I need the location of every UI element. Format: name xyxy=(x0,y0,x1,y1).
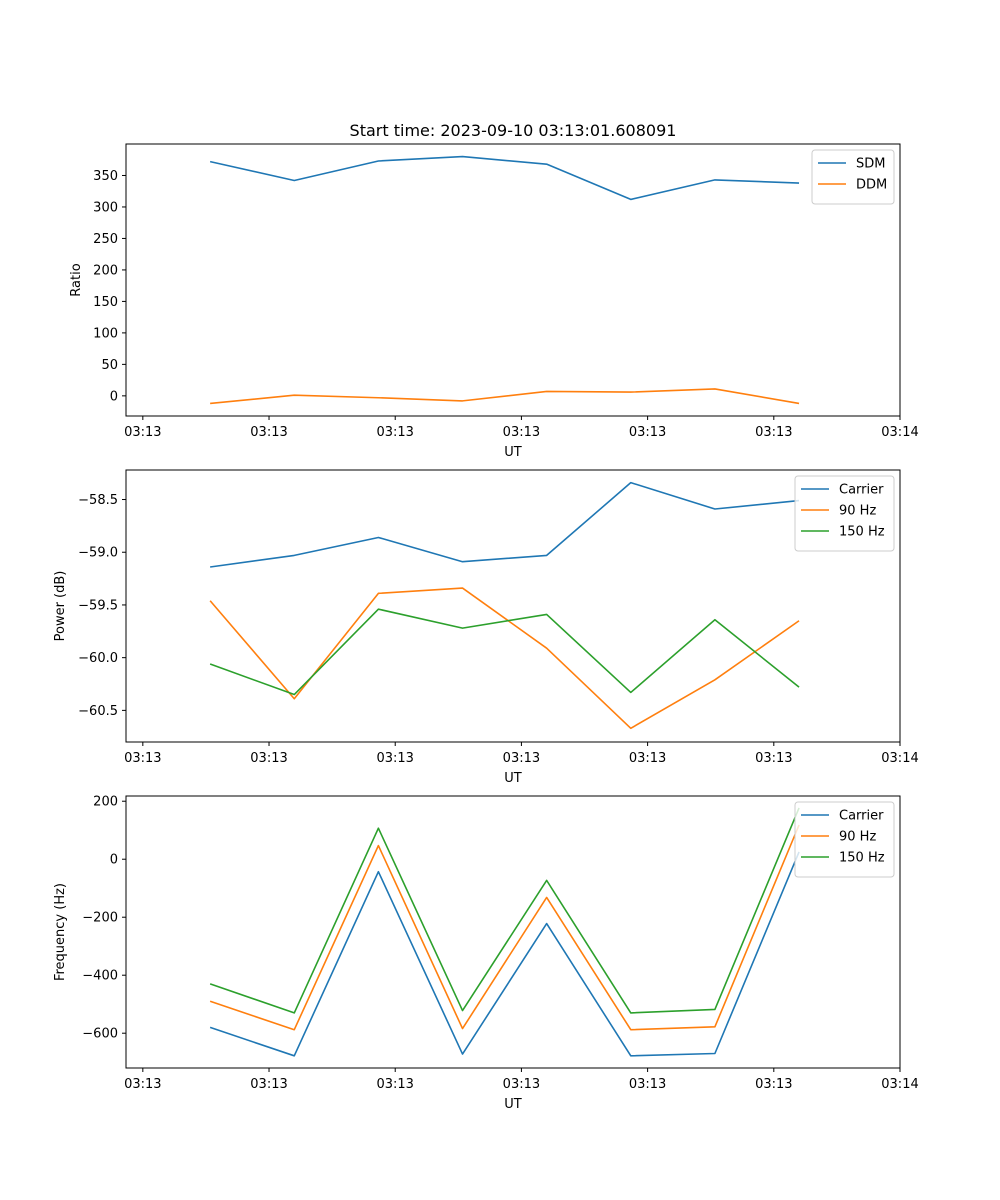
chart-ratio: 03:13 03:13 03:13 03:13 03:13 03:13 03:14 UT 0 50… xyxy=(69,143,919,460)
series-line-carrier xyxy=(210,481,800,568)
axes-frame xyxy=(125,469,901,743)
x-tick-label: 03:14 xyxy=(881,425,918,440)
series-line-150-hz xyxy=(209,807,800,1014)
x-tick-label: 03:13 xyxy=(376,1077,413,1092)
x-tick-label: 03:13 xyxy=(503,751,540,766)
y-tick-label: −200 xyxy=(82,911,118,926)
series-line-carrier xyxy=(209,851,800,1057)
legend-label-150-hz: 150 Hz xyxy=(839,851,885,866)
y-tick-label: −600 xyxy=(82,1027,118,1042)
x-tick-label: 03:13 xyxy=(376,751,413,766)
x-tick-label: 03:13 xyxy=(250,1077,287,1092)
legend: Carrier 90 Hz 150 Hz xyxy=(794,801,895,878)
y-tick-label: 0 xyxy=(110,853,118,868)
x-tick-label: 03:14 xyxy=(881,1077,918,1092)
legend: SDM DDM xyxy=(811,149,895,205)
y-tick-label: 50 xyxy=(101,358,118,373)
x-axis-label: UT xyxy=(504,771,522,786)
figure-title: Start time: 2023-09-10 03:13:01.608091 xyxy=(350,121,677,140)
series-line-150-hz xyxy=(209,608,800,696)
x-tick-label: 03:13 xyxy=(503,1077,540,1092)
y-tick-label: 200 xyxy=(93,795,118,810)
y-axis-label: Frequency (Hz) xyxy=(53,883,68,981)
legend-label-90-hz: 90 Hz xyxy=(839,830,876,845)
x-tick-label: 03:13 xyxy=(755,751,792,766)
y-tick-label: −58.5 xyxy=(78,493,118,508)
y-tick-label: −60.5 xyxy=(78,704,118,719)
chart-frequency: 03:13 03:13 03:13 03:13 03:13 03:13 03:14 UT −60… xyxy=(53,795,919,1112)
legend-label-ddm: DDM xyxy=(856,178,887,193)
y-tick-label: 100 xyxy=(93,326,118,341)
y-tick-label: 350 xyxy=(93,169,118,184)
x-tick-label: 03:13 xyxy=(250,751,287,766)
y-tick-label: −400 xyxy=(82,969,118,984)
legend-label-90-hz: 90 Hz xyxy=(839,504,876,519)
x-axis-label: UT xyxy=(504,445,522,460)
legend-label-carrier: Carrier xyxy=(839,809,884,824)
x-tick-label: 03:13 xyxy=(250,425,287,440)
series-line-90-hz xyxy=(209,824,800,1031)
x-tick-label: 03:13 xyxy=(755,425,792,440)
legend-box xyxy=(794,801,895,878)
y-tick-label: 0 xyxy=(110,389,118,404)
y-axis-label: Power (dB) xyxy=(53,571,68,642)
x-tick-label: 03:13 xyxy=(124,1077,161,1092)
series-line-ddm xyxy=(210,388,800,405)
x-tick-label: 03:14 xyxy=(881,751,918,766)
y-tick-label: 200 xyxy=(93,263,118,278)
x-tick-label: 03:13 xyxy=(629,1077,666,1092)
legend-label-carrier: Carrier xyxy=(839,483,884,498)
y-tick-label: 250 xyxy=(93,232,118,247)
x-tick-label: 03:13 xyxy=(629,751,666,766)
y-tick-label: −60.0 xyxy=(78,651,118,666)
x-axis-label: UT xyxy=(504,1097,522,1112)
x-tick-label: 03:13 xyxy=(376,425,413,440)
legend-label-150-hz: 150 Hz xyxy=(839,525,885,540)
y-tick-label: 150 xyxy=(93,295,118,310)
y-tick-label: 300 xyxy=(93,200,118,215)
axes-frame xyxy=(125,795,901,1069)
y-tick-label: −59.5 xyxy=(78,598,118,613)
legend-box xyxy=(794,475,895,552)
y-tick-label: −59.0 xyxy=(78,546,118,561)
x-tick-label: 03:13 xyxy=(124,425,161,440)
legend: Carrier 90 Hz 150 Hz xyxy=(794,475,895,552)
x-tick-label: 03:13 xyxy=(124,751,161,766)
x-tick-label: 03:13 xyxy=(629,425,666,440)
y-axis-label: Ratio xyxy=(69,263,84,296)
x-tick-label: 03:13 xyxy=(503,425,540,440)
chart-power: 03:13 03:13 03:13 03:13 03:13 03:13 03:14 UT −60… xyxy=(53,469,919,786)
x-tick-label: 03:13 xyxy=(755,1077,792,1092)
axes-frame xyxy=(125,143,901,417)
legend-label-sdm: SDM xyxy=(856,157,885,172)
series-line-sdm xyxy=(209,155,800,201)
